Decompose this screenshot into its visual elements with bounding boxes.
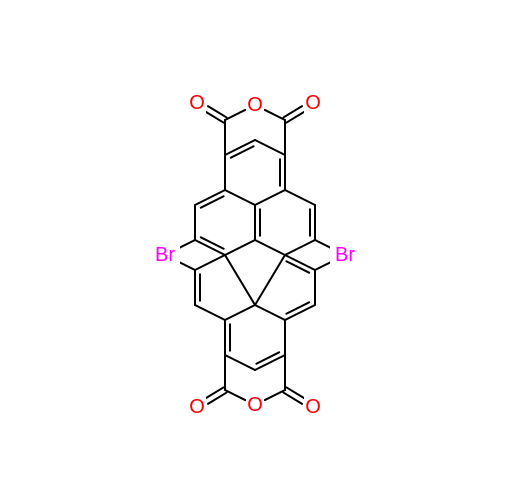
molecule-svg: O O O Br Br O O O [0, 0, 508, 502]
o-atom-label: O [189, 396, 205, 418]
br-atom-label: Br [335, 244, 355, 266]
o-atom-label: O [247, 394, 263, 416]
br-atom-label: Br [155, 244, 175, 266]
o-atom-label: O [305, 92, 321, 114]
o-atom-label: O [189, 92, 205, 114]
o-atom-label: O [247, 94, 263, 116]
molecule-canvas: O O O Br Br O O O [0, 0, 508, 502]
o-atom-label: O [305, 396, 321, 418]
